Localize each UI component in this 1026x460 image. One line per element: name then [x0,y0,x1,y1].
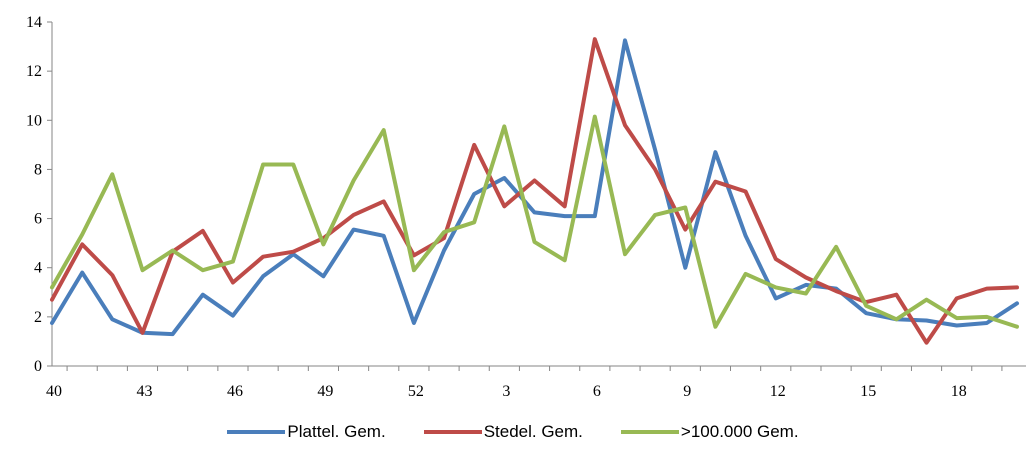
x-tick-label: 46 [227,383,243,400]
legend-swatch [620,430,679,434]
series-line-1 [50,38,1019,337]
y-tick-label: 14 [26,14,42,31]
y-tick-label: 8 [34,161,42,178]
legend-label: Stedel. Gem. [483,422,583,441]
x-tick-label: 52 [408,383,424,400]
x-tick-label: 49 [317,383,333,400]
y-tick-label: 10 [26,112,42,129]
x-tick-label: 3 [502,383,510,400]
series-lines [50,37,1019,345]
y-tick-label: 0 [34,358,42,375]
x-tick-label: 9 [683,383,691,400]
legend-item-3: >100.000 Gem. [620,422,799,442]
x-tick-label: 18 [951,383,967,400]
legend-label: >100.000 Gem. [680,422,799,441]
legend-item-1: Plattel. Gem. [227,422,386,442]
legend-item-2: Stedel. Gem. [423,422,583,442]
x-axis: 40 43 46 49 52 3 6 9 12 15 18 [46,365,1026,400]
legend-label: Plattel. Gem. [287,422,386,441]
legend-swatch [227,430,286,434]
series-line-2 [50,37,1019,345]
x-tick-label: 6 [593,383,601,400]
legend-swatch [423,430,482,434]
x-tick-label: 15 [860,383,876,400]
legend: Plattel. Gem. Stedel. Gem. >100.000 Gem. [0,412,1026,452]
y-tick-label: 12 [26,63,42,80]
series-line-3 [50,114,1019,329]
x-tick-label: 12 [770,383,786,400]
x-tick-label: 40 [46,383,62,400]
x-tick-label: 43 [136,383,152,400]
y-tick-label: 6 [34,211,42,228]
y-tick-label: 4 [34,260,42,277]
y-tick-label: 2 [34,309,42,326]
y-axis: 0 2 4 6 8 10 12 14 [26,14,53,375]
